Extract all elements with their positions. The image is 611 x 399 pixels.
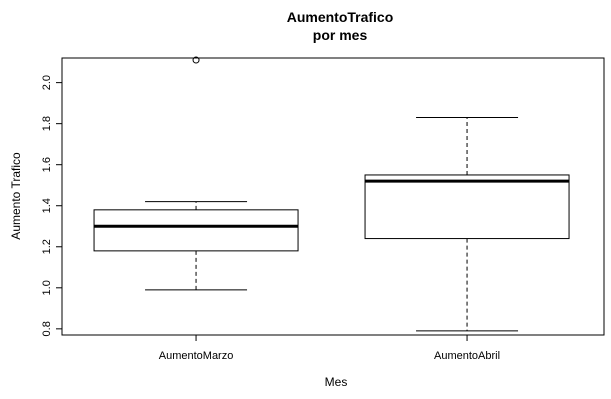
iqr-box bbox=[364, 174, 570, 240]
x-tick-label: AumentoAbril bbox=[434, 350, 500, 362]
x-axis: AumentoMarzo AumentoAbril bbox=[159, 335, 500, 362]
y-tick-label: 1.8 bbox=[41, 116, 53, 131]
y-tick-label: 1.6 bbox=[41, 157, 53, 172]
y-axis-label: Aumento Trafico bbox=[9, 152, 23, 240]
y-axis: 0.8 1.0 1.2 1.4 1.6 1.8 2.0 bbox=[41, 75, 63, 336]
x-axis-label: Mes bbox=[325, 375, 348, 389]
y-tick-label: 1.4 bbox=[41, 198, 53, 213]
y-tick-label: 1.0 bbox=[41, 280, 53, 295]
iqr-box bbox=[93, 209, 299, 252]
outlier-point bbox=[192, 56, 200, 64]
box-AumentoAbril bbox=[364, 117, 570, 332]
chart-subtitle: por mes bbox=[313, 27, 368, 43]
box-AumentoMarzo bbox=[93, 56, 299, 291]
box-series bbox=[93, 56, 570, 332]
x-tick-label: AumentoMarzo bbox=[159, 350, 234, 362]
y-tick-label: 1.2 bbox=[41, 239, 53, 254]
y-tick-label: 0.8 bbox=[41, 321, 53, 336]
y-tick-label: 2.0 bbox=[41, 75, 53, 90]
chart-title: AumentoTrafico bbox=[287, 9, 394, 25]
